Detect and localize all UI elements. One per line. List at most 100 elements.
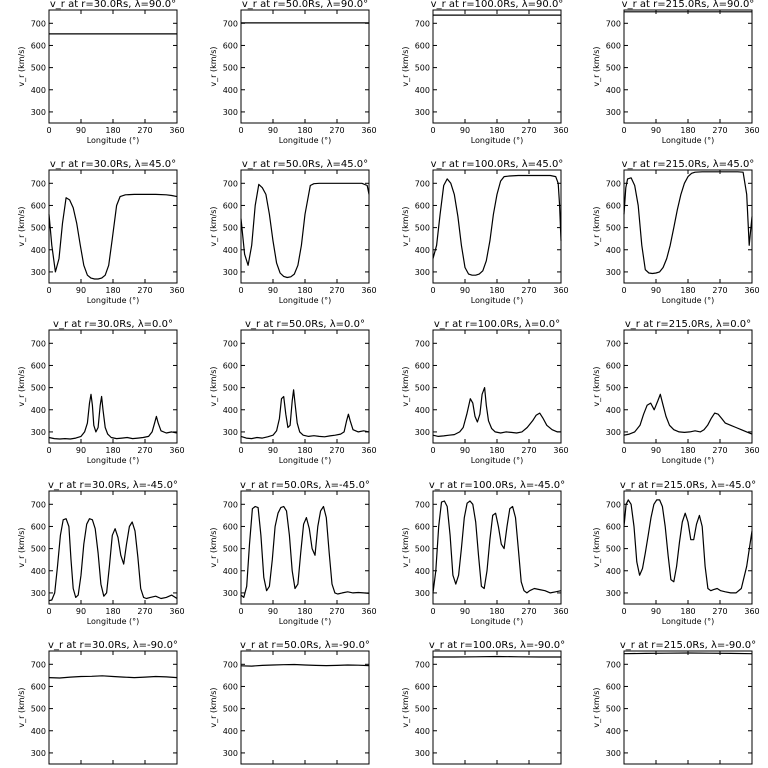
panel-title: v_r at r=100.0Rs, λ=0.0° <box>434 319 560 330</box>
y-tick-label: 500 <box>223 384 238 393</box>
panel-title: v_r at r=30.0Rs, λ=90.0° <box>50 0 176 10</box>
y-tick-label: 600 <box>415 41 430 50</box>
y-axis-label: v_r (km/s) <box>401 687 410 727</box>
panel-1: v_r at r=50.0Rs, λ=90.0° 0 90 180 270 360 300 4… <box>209 0 377 145</box>
panel-title: v_r at r=30.0Rs, λ=0.0° <box>53 319 173 330</box>
y-tick-label: 400 <box>415 86 430 95</box>
y-tick-label: 400 <box>31 567 46 576</box>
y-tick-label: 600 <box>415 361 430 370</box>
y-axis-label: v_r (km/s) <box>209 46 218 86</box>
y-tick-label: 600 <box>606 361 621 370</box>
y-tick-label: 700 <box>606 500 621 509</box>
y-tick-label: 500 <box>223 224 238 233</box>
series-line <box>432 500 562 594</box>
panel-title: v_r at r=50.0Rs, λ=45.0° <box>242 159 368 170</box>
panel-title: v_r at r=215.0Rs, λ=-90.0° <box>620 640 756 651</box>
panel-title: v_r at r=215.0Rs, λ=0.0° <box>625 319 751 330</box>
y-tick-label: 600 <box>415 682 430 691</box>
plot-frame <box>240 650 370 765</box>
y-tick-label: 300 <box>415 268 430 277</box>
y-tick-label: 300 <box>31 589 46 598</box>
x-tick-label: 0 <box>621 126 626 135</box>
y-tick-label: 300 <box>415 108 430 117</box>
y-tick-label: 700 <box>223 179 238 188</box>
y-tick-label: 600 <box>415 522 430 531</box>
y-tick-label: 500 <box>606 384 621 393</box>
panel-title: v_r at r=50.0Rs, λ=90.0° <box>242 0 368 10</box>
y-tick-label: 500 <box>415 224 430 233</box>
x-axis-label: Longitude (°) <box>662 136 715 145</box>
panel-16: v_r at r=30.0Rs, λ=-90.0°090180270360300… <box>17 640 185 768</box>
x-tick-label: 180 <box>489 286 504 295</box>
x-tick-label: 270 <box>521 286 536 295</box>
plot-frame <box>240 329 370 444</box>
x-tick-label: 90 <box>76 446 86 455</box>
x-tick-label: 90 <box>651 126 661 135</box>
series-line <box>240 389 370 440</box>
y-tick-label: 500 <box>606 224 621 233</box>
x-tick-label: 270 <box>137 286 152 295</box>
panel-19: v_r at r=215.0Rs, λ=-90.0°09018027036030… <box>592 640 760 768</box>
series-line <box>240 182 370 279</box>
x-tick-label: 90 <box>651 286 661 295</box>
x-axis-label: Longitude (°) <box>662 617 715 626</box>
y-axis-label: v_r (km/s) <box>209 366 218 406</box>
y-axis-label: v_r (km/s) <box>209 527 218 567</box>
y-tick-label: 700 <box>415 179 430 188</box>
series-line <box>623 652 753 655</box>
y-tick-label: 600 <box>223 682 238 691</box>
x-tick-label: 270 <box>521 446 536 455</box>
plot-frame <box>48 9 178 124</box>
y-tick-label: 300 <box>223 428 238 437</box>
y-tick-label: 700 <box>606 179 621 188</box>
x-tick-label: 270 <box>329 286 344 295</box>
y-axis-label: v_r (km/s) <box>401 366 410 406</box>
x-tick-label: 0 <box>430 446 435 455</box>
plot-frame <box>623 490 753 605</box>
series-line <box>240 663 370 667</box>
x-tick-label: 90 <box>268 126 278 135</box>
x-tick-label: 90 <box>651 607 661 616</box>
plot-frame <box>623 650 753 765</box>
x-axis-label: Longitude (°) <box>471 296 524 305</box>
y-tick-label: 600 <box>223 41 238 50</box>
y-tick-label: 500 <box>31 224 46 233</box>
x-tick-label: 270 <box>712 446 727 455</box>
x-tick-label: 270 <box>137 446 152 455</box>
panel-0: v_r at r=30.0Rs, λ=90.0° 0 90 180 270 360 300 4… <box>17 0 185 145</box>
y-tick-label: 700 <box>606 339 621 348</box>
y-tick-label: 400 <box>223 567 238 576</box>
panel-title: v_r at r=100.0Rs, λ=-90.0° <box>429 640 565 651</box>
x-tick-label: 180 <box>680 607 695 616</box>
y-tick-label: 400 <box>223 406 238 415</box>
y-tick-label: 300 <box>223 268 238 277</box>
plot-frame <box>240 169 370 284</box>
series-line <box>623 499 753 594</box>
x-tick-label: 360 <box>169 126 184 135</box>
x-tick-label: 180 <box>489 126 504 135</box>
y-tick-label: 600 <box>31 522 46 531</box>
y-axis-label: v_r (km/s) <box>17 206 26 246</box>
x-tick-label: 180 <box>105 607 120 616</box>
y-tick-label: 500 <box>223 545 238 554</box>
y-tick-label: 700 <box>223 19 238 28</box>
series-line <box>48 518 178 602</box>
x-tick-label: 270 <box>137 607 152 616</box>
y-tick-label: 700 <box>223 660 238 669</box>
x-tick-label: 0 <box>46 607 51 616</box>
y-tick-label: 500 <box>415 705 430 714</box>
plot-frame <box>240 9 370 124</box>
y-axis-label: v_r (km/s) <box>17 46 26 86</box>
panel-title: v_r at r=50.0Rs, λ=-90.0° <box>240 640 370 651</box>
y-axis-label: v_r (km/s) <box>592 527 601 567</box>
x-tick-label: 360 <box>553 446 568 455</box>
panel-17: v_r at r=50.0Rs, λ=-90.0°090180270360300… <box>209 640 377 768</box>
y-tick-label: 500 <box>415 384 430 393</box>
y-tick-label: 400 <box>223 727 238 736</box>
plot-frame <box>48 490 178 605</box>
y-axis-label: v_r (km/s) <box>592 687 601 727</box>
y-tick-label: 400 <box>31 406 46 415</box>
y-tick-label: 500 <box>31 384 46 393</box>
panel-title: v_r at r=100.0Rs, λ=-45.0° <box>429 480 565 491</box>
plot-frame <box>240 490 370 605</box>
